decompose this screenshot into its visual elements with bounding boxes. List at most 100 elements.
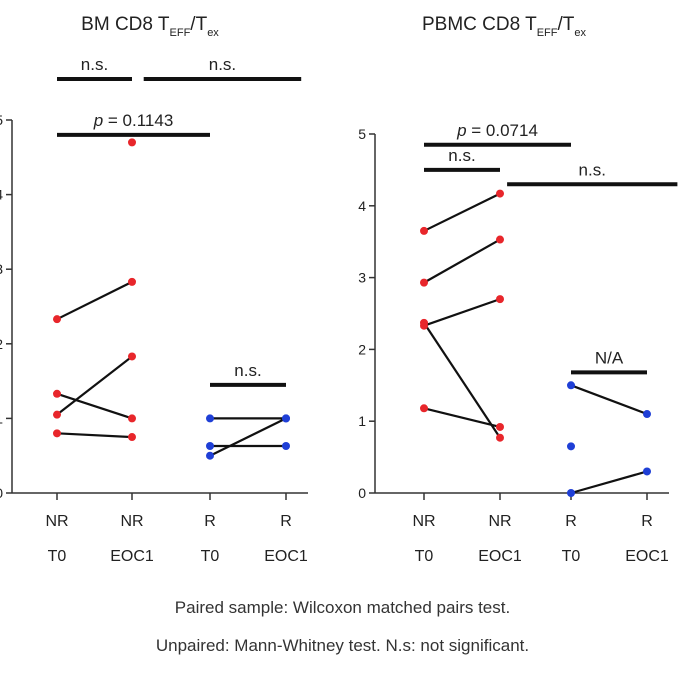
chart1-y-tick-label: 0 bbox=[0, 485, 3, 501]
chart2-point-NR-EOC1 bbox=[496, 189, 504, 198]
chart1-sig-label-2: n.s. bbox=[209, 55, 236, 74]
chart1-title-sep: /T bbox=[190, 14, 207, 35]
chart2-pair-line-NR bbox=[423, 407, 501, 429]
chart2-title-sub2: ex bbox=[574, 27, 586, 39]
chart2-x-tick-label: NR bbox=[488, 513, 511, 530]
chart2-y-tick-label: 2 bbox=[358, 341, 366, 357]
chart2-y-tick-label: 0 bbox=[358, 485, 366, 501]
chart1-point-NR-T0 bbox=[53, 389, 61, 398]
chart2-sig-label-4: N/A bbox=[595, 348, 624, 367]
chart2-x-tick-label: T0 bbox=[562, 548, 581, 565]
chart1-point-NR-EOC1 bbox=[128, 414, 136, 423]
chart1-y-tick-label: 2 bbox=[0, 336, 3, 352]
chart1-point-NR-T0 bbox=[53, 315, 61, 324]
chart2-y-tick-label: 3 bbox=[358, 270, 366, 286]
chart1-x-tick-label: T0 bbox=[48, 548, 67, 565]
chart1-x-tick-label: EOC1 bbox=[110, 548, 154, 565]
chart1-title-sub2: ex bbox=[207, 27, 219, 39]
chart2-point-NR-T0 bbox=[420, 278, 428, 287]
chart2-y-tick-label: 4 bbox=[358, 198, 366, 214]
chart2-pair-line-NR bbox=[423, 192, 501, 232]
chart1-sig-label-1: n.s. bbox=[81, 55, 108, 74]
chart2-y-tick-label: 5 bbox=[358, 126, 366, 142]
chart2-point-NR-T0 bbox=[420, 226, 428, 235]
chart1-point-NR-EOC1 bbox=[128, 433, 136, 442]
chart2-pair-line-R bbox=[570, 470, 648, 495]
chart2-point-NR-T0 bbox=[420, 318, 428, 327]
chart2-point-NR-EOC1 bbox=[496, 235, 504, 244]
chart1-point-R-T0 bbox=[206, 451, 214, 460]
chart1-pair-line-NR bbox=[56, 432, 133, 439]
chart2-x-tick-label: EOC1 bbox=[478, 548, 522, 565]
chart1-sig-label-3: p = 0.1143 bbox=[93, 111, 174, 130]
chart2-sig-label-1: p = 0.0714 bbox=[456, 121, 538, 140]
chart1-x-tick-label: NR bbox=[45, 513, 68, 530]
chart1-sig-value-4: n.s. bbox=[234, 361, 261, 380]
chart2-point-R-EOC1 bbox=[643, 467, 651, 476]
chart2-point-R-T0 bbox=[567, 381, 575, 390]
chart2-x-tick-label: T0 bbox=[415, 548, 434, 565]
chart2-point-R-T0 bbox=[567, 489, 575, 497]
chart2-point-NR-EOC1 bbox=[496, 295, 504, 304]
chart2-pair-line-NR bbox=[423, 238, 501, 284]
chart1-point-NR-T0 bbox=[53, 429, 61, 438]
chart2-pair-line-NR bbox=[423, 298, 501, 327]
chart2-point-NR-T0 bbox=[420, 404, 428, 413]
chart2-x-tick-label: EOC1 bbox=[625, 548, 669, 565]
chart1-sig-label-4: n.s. bbox=[234, 361, 261, 380]
footnote-line-2: Unpaired: Mann-Whitney test. N.s: not si… bbox=[155, 636, 530, 655]
chart1-point-R-T0 bbox=[206, 414, 214, 423]
chart1-sig-prefix-3: p bbox=[93, 111, 103, 130]
chart1-y-tick-label: 5 bbox=[0, 112, 3, 128]
chart1-x-tick-label: R bbox=[280, 513, 292, 530]
chart2-sig-value-2: n.s. bbox=[448, 146, 475, 165]
chart1-sig-value-2: n.s. bbox=[209, 55, 236, 74]
chart1-point-R-EOC1 bbox=[282, 442, 290, 451]
chart1-sig-eq-3: = bbox=[103, 111, 122, 130]
chart2-title: PBMC CD8 TEFF/Tex bbox=[422, 14, 587, 39]
chart2-x-tick-label: R bbox=[565, 513, 577, 530]
chart1-point-unpaired bbox=[128, 138, 136, 147]
chart2-x-tick-label: R bbox=[641, 513, 653, 530]
chart2-pair-line-NR bbox=[423, 322, 501, 439]
chart2-sig-value-1: 0.0714 bbox=[486, 121, 538, 140]
chart1-point-R-T0 bbox=[206, 442, 214, 451]
chart1-x-tick-label: T0 bbox=[201, 548, 220, 565]
chart1-x-tick-label: EOC1 bbox=[264, 548, 308, 565]
chart1-sig-value-3: 0.1143 bbox=[123, 111, 174, 130]
chart1-point-NR-T0 bbox=[53, 410, 61, 419]
chart1-y-tick-label: 3 bbox=[0, 261, 3, 277]
chart2-y-tick-label: 1 bbox=[358, 413, 366, 429]
chart1-title-main: BM CD8 T bbox=[81, 14, 170, 35]
chart1-pair-line-NR bbox=[56, 280, 133, 321]
chart2-point-unpaired bbox=[567, 442, 575, 451]
chart1-point-NR-EOC1 bbox=[128, 277, 136, 286]
chart2-sig-label-3: n.s. bbox=[579, 160, 606, 179]
chart1-y-tick-label: 4 bbox=[0, 187, 3, 203]
chart1-sig-value-1: n.s. bbox=[81, 55, 108, 74]
chart2-sig-eq-1: = bbox=[467, 121, 486, 140]
chart1-point-R-EOC1 bbox=[282, 414, 290, 423]
chart1-x-tick-label: R bbox=[204, 513, 216, 530]
chart1-pair-line-NR bbox=[56, 355, 133, 416]
chart1-title: BM CD8 TEFF/Tex bbox=[81, 14, 219, 39]
chart1-pair-line-NR bbox=[56, 392, 133, 420]
chart2-sig-prefix-1: p bbox=[456, 121, 466, 140]
footnote-line-1: Paired sample: Wilcoxon matched pairs te… bbox=[174, 598, 511, 617]
chart2-sig-value-4: N/A bbox=[595, 348, 624, 367]
chart2-point-NR-EOC1 bbox=[496, 433, 504, 442]
chart2-title-sep: /T bbox=[558, 14, 575, 35]
chart2-x-tick-label: NR bbox=[412, 513, 435, 530]
chart2-title-main: PBMC CD8 T bbox=[422, 14, 537, 35]
chart2-point-NR-EOC1 bbox=[496, 422, 504, 431]
chart2-pair-line-R bbox=[570, 384, 648, 416]
chart1-x-tick-label: NR bbox=[120, 513, 143, 530]
chart2-sig-value-3: n.s. bbox=[579, 160, 606, 179]
chart2-sig-label-2: n.s. bbox=[448, 146, 475, 165]
chart1-pair-line-R bbox=[209, 417, 287, 457]
chart1-title-sub: EFF bbox=[170, 27, 191, 39]
chart1-y-tick-label: 1 bbox=[0, 410, 3, 426]
chart1-point-NR-EOC1 bbox=[128, 352, 136, 361]
chart2-point-R-EOC1 bbox=[643, 410, 651, 419]
